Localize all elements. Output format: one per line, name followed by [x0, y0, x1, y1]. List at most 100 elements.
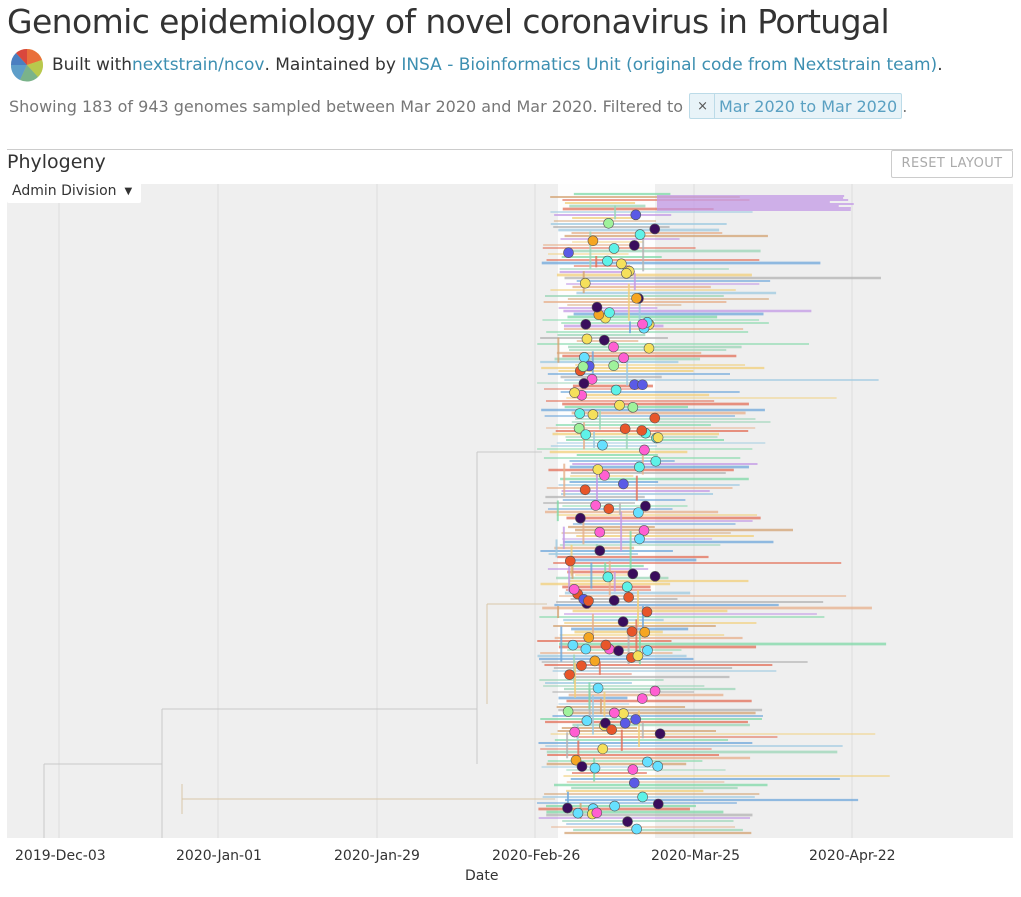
axis-tick-label: 2020-Mar-25	[651, 848, 741, 864]
built-with-prefix: Built with	[52, 55, 133, 75]
tip-marker	[634, 229, 646, 240]
tip-marker	[567, 639, 579, 651]
tip-marker	[563, 247, 574, 259]
panel-title: Phylogeny	[7, 151, 106, 173]
phylogeny-canvas[interactable]	[7, 184, 1013, 838]
tip-marker	[581, 715, 593, 727]
tip-marker	[654, 728, 666, 740]
tip-marker	[599, 334, 610, 346]
tip-marker	[600, 717, 611, 729]
axis-tick-label: 2019-Dec-03	[15, 848, 106, 864]
filter-label[interactable]: Mar 2020 to Mar 2020	[718, 96, 898, 116]
tip-marker	[636, 693, 648, 704]
maintainer-suffix: .	[937, 55, 943, 75]
tip-marker	[594, 545, 606, 557]
tip-marker	[630, 209, 642, 221]
tip-marker	[608, 360, 620, 371]
tip-marker	[597, 439, 608, 451]
tip-marker	[643, 342, 655, 354]
tip-marker	[590, 500, 601, 511]
tip-marker	[621, 581, 633, 593]
reset-layout-button[interactable]: RESET LAYOUT	[891, 150, 1013, 178]
tip-marker	[608, 243, 620, 254]
panel-divider	[7, 149, 1013, 150]
tip-marker	[622, 816, 633, 827]
tip-marker	[564, 555, 576, 567]
tip-marker	[637, 318, 648, 330]
tip-marker	[628, 777, 640, 789]
tip-marker	[629, 240, 640, 251]
tip-marker	[599, 470, 610, 481]
axis-tick-label: 2020-Jan-01	[176, 848, 262, 864]
tip-marker	[650, 455, 662, 467]
tip-marker	[577, 361, 589, 372]
tip-marker	[569, 387, 580, 398]
tip-marker	[609, 800, 620, 812]
tip-marker	[637, 379, 648, 391]
tip-marker	[580, 643, 592, 655]
tip-marker	[569, 726, 581, 738]
tip-marker	[632, 650, 644, 662]
tip-marker	[568, 584, 580, 595]
tip-marker	[631, 823, 642, 835]
tip-marker	[639, 444, 650, 456]
tip-marker	[606, 724, 617, 736]
tip-marker	[634, 461, 645, 473]
chevron-down-icon: ▼	[124, 185, 133, 197]
tip-marker	[638, 525, 650, 536]
tip-marker	[562, 802, 573, 814]
tip-marker	[636, 425, 648, 436]
tip-marker	[592, 464, 604, 475]
tip-marker	[575, 512, 586, 524]
tip-marker	[583, 632, 595, 643]
tip-marker	[627, 568, 639, 580]
tip-marker	[627, 764, 639, 775]
maintained-prefix: . Maintained by	[264, 55, 402, 75]
tip-marker	[649, 685, 661, 697]
tip-marker	[639, 626, 651, 638]
tip-marker	[603, 503, 615, 515]
axis-title: Date	[465, 868, 499, 884]
tip-marker	[602, 255, 613, 267]
summary-line: Showing 183 of 943 genomes sampled betwe…	[9, 93, 907, 119]
tip-marker	[608, 595, 620, 606]
phylogeny-tree[interactable]	[7, 184, 1013, 838]
tip-marker	[573, 423, 585, 434]
tip-marker	[580, 429, 592, 440]
tip-marker	[649, 223, 661, 235]
tree-branch	[181, 603, 555, 814]
tip-marker	[572, 807, 584, 819]
tip-marker	[618, 478, 629, 490]
tip-marker	[580, 319, 592, 330]
tip-marker	[587, 409, 599, 420]
tree-branch	[43, 451, 542, 838]
tip-marker	[652, 798, 664, 810]
tip-marker	[587, 235, 599, 247]
axis-tick-label: 2020-Jan-29	[334, 848, 420, 864]
tip-marker	[642, 645, 653, 656]
byline: Built with nextstrain/ncov . Maintained …	[10, 47, 943, 83]
tip-marker	[604, 307, 615, 318]
color-by-select[interactable]: Admin Division ▼	[7, 179, 141, 203]
tip-marker	[579, 484, 591, 496]
tip-marker	[614, 399, 625, 411]
tip-marker	[621, 268, 632, 279]
tip-marker	[579, 277, 591, 289]
maintainer-link[interactable]: INSA - Bioinformatics Unit (original cod…	[401, 55, 938, 75]
axis-tick-label: 2020-Apr-22	[809, 848, 896, 864]
summary-text: Showing 183 of 943 genomes sampled betwe…	[9, 96, 684, 116]
tip-marker	[652, 432, 664, 443]
tip-marker	[619, 423, 631, 435]
color-by-label: Admin Division	[12, 183, 117, 199]
filter-remove-button[interactable]: ×	[690, 94, 715, 118]
tip-marker	[600, 639, 612, 651]
tip-marker	[576, 660, 587, 671]
tip-marker	[613, 645, 624, 657]
ncov-link[interactable]: nextstrain/ncov	[132, 55, 265, 75]
tip-marker	[634, 533, 645, 545]
tip-marker	[574, 408, 586, 419]
tip-marker	[617, 616, 629, 628]
tip-marker	[602, 571, 614, 583]
axis-tick-label: 2020-Feb-26	[492, 848, 581, 864]
date-filter-badge[interactable]: × Mar 2020 to Mar 2020	[689, 93, 903, 119]
